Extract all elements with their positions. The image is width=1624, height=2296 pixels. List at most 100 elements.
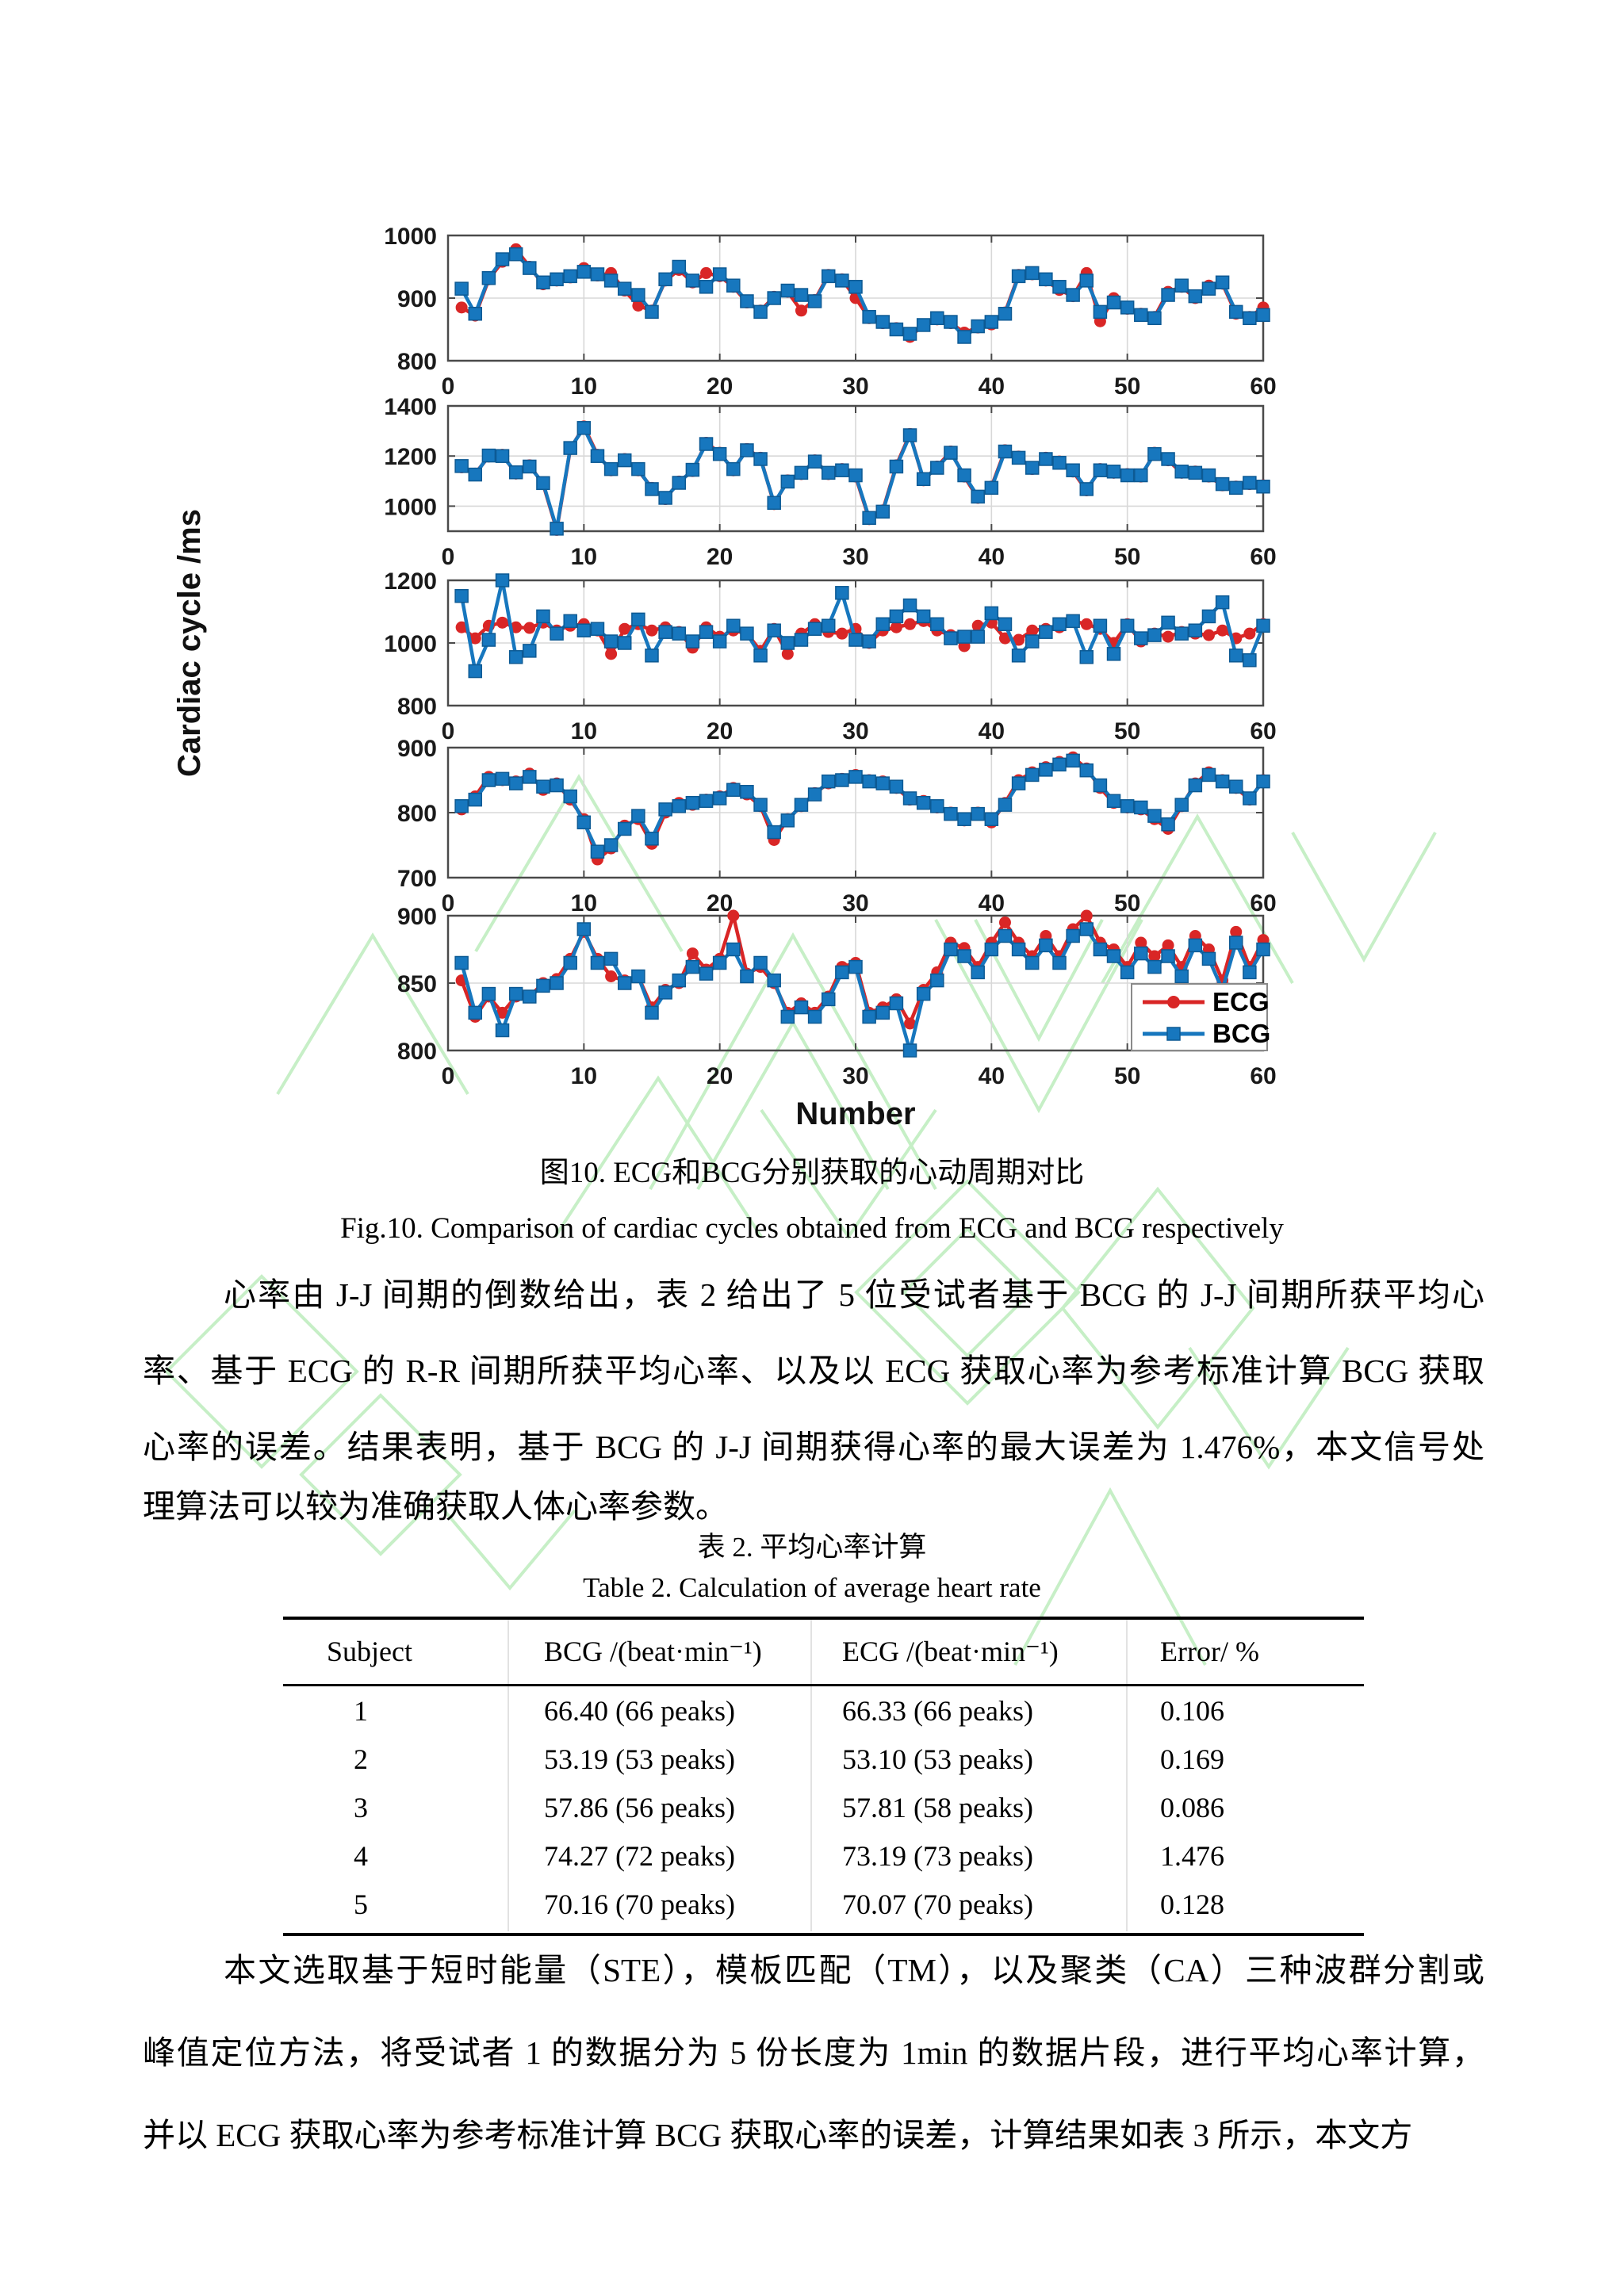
bcg-marker — [1228, 779, 1243, 794]
bcg-marker — [1228, 304, 1243, 320]
x-tick-label: 40 — [979, 890, 1005, 916]
bcg-marker — [536, 275, 550, 289]
bcg-marker — [862, 1009, 876, 1024]
table-cell: 73.19 (73 peaks) — [842, 1840, 1033, 1872]
bcg-marker — [508, 465, 523, 480]
bcg-marker — [930, 799, 944, 813]
table-column-divider — [508, 1620, 509, 1931]
bcg-marker — [780, 283, 795, 298]
bcg-marker — [1256, 942, 1270, 957]
x-tick-label: 30 — [842, 890, 868, 916]
paragraph1-line4: 理算法可以较为准确获取人体心率参数。 — [143, 1488, 728, 1525]
bcg-marker — [916, 318, 931, 332]
bcg-marker — [631, 461, 645, 476]
bcg-marker — [902, 1043, 917, 1058]
table-cell: 66.33 (66 peaks) — [842, 1695, 1033, 1727]
bcg-marker — [1228, 936, 1243, 950]
bcg-marker — [848, 633, 863, 647]
bcg-marker — [889, 459, 904, 474]
bcg-marker — [1243, 652, 1257, 668]
table-cell: 2 — [354, 1743, 368, 1775]
ecg-marker — [1243, 627, 1256, 640]
ecg-marker — [686, 947, 699, 960]
bcg-marker — [998, 928, 1013, 943]
bcg-marker — [536, 609, 550, 624]
bcg-marker — [536, 978, 550, 993]
bcg-marker — [821, 269, 836, 284]
x-tick-label: 20 — [707, 373, 733, 400]
paragraph2-line2: 峰值定位方法，将受试者 1 的数据分为 5 份长度为 1min 的数据片段，进行… — [143, 2034, 1484, 2071]
bcg-marker — [495, 1023, 510, 1038]
bcg-marker — [862, 309, 876, 324]
ecg-marker — [496, 1006, 509, 1019]
bcg-marker — [603, 634, 619, 649]
bcg-marker — [712, 634, 727, 649]
bcg-marker — [807, 1009, 822, 1024]
bcg-marker — [794, 465, 809, 480]
bcg-marker — [1174, 626, 1189, 641]
bcg-marker — [740, 969, 754, 984]
bcg-marker — [835, 965, 849, 980]
table-cell: 57.86 (56 peaks) — [544, 1792, 735, 1823]
ecg-marker — [469, 632, 481, 645]
y-tick-label: 1000 — [384, 494, 437, 520]
bcg-marker — [767, 291, 781, 305]
bcg-marker — [807, 787, 822, 802]
ecg-marker — [1216, 624, 1229, 637]
bcg-marker — [645, 832, 659, 846]
bcg-marker — [699, 966, 714, 981]
bcg-marker — [889, 779, 904, 794]
bcg-marker — [1025, 767, 1040, 783]
bcg-marker — [1243, 791, 1257, 806]
bcg-marker — [1025, 461, 1040, 475]
bcg-marker — [454, 459, 469, 473]
bcg-marker — [1039, 625, 1053, 639]
bcg-marker — [998, 307, 1013, 321]
bcg-marker — [672, 626, 687, 641]
bcg-marker — [1079, 482, 1094, 496]
bcg-marker — [1147, 446, 1162, 461]
y-tick-label: 1400 — [384, 394, 437, 420]
ecg-marker — [1135, 936, 1147, 949]
table-caption-cn: 表 2. 平均心率计算 — [697, 1532, 927, 1563]
bcg-marker — [576, 421, 592, 435]
bcg-marker — [685, 462, 700, 477]
bcg-marker — [848, 280, 863, 294]
x-tick-label: 60 — [1250, 373, 1276, 400]
bcg-marker — [1011, 649, 1026, 663]
bcg-marker — [1039, 272, 1053, 287]
x-tick-label: 20 — [707, 718, 733, 744]
table-header-subject: Subject — [327, 1636, 412, 1667]
bcg-marker — [726, 618, 741, 633]
table-header-bcg: BCG /(beat·min⁻¹) — [544, 1636, 762, 1667]
bcg-marker — [617, 281, 632, 296]
bcg-marker — [1161, 817, 1175, 832]
bcg-marker — [1188, 778, 1203, 793]
bcg-marker — [699, 625, 714, 639]
bcg-marker — [617, 636, 632, 650]
bcg-marker — [780, 636, 795, 650]
bcg-marker — [794, 288, 809, 302]
bcg-marker — [807, 294, 822, 308]
bcg-marker — [767, 496, 781, 511]
bcg-marker — [1188, 938, 1203, 953]
bcg-marker — [1011, 942, 1026, 957]
x-tick-label: 10 — [571, 1063, 597, 1089]
bcg-marker — [1052, 617, 1067, 632]
bcg-marker — [862, 634, 876, 649]
bcg-marker — [1188, 623, 1203, 637]
bcg-marker — [753, 452, 768, 466]
table-cell: 1 — [354, 1695, 368, 1727]
bcg-marker — [645, 482, 659, 496]
bcg-marker — [1093, 618, 1108, 633]
bcg-marker — [902, 428, 917, 442]
bcg-marker — [971, 489, 985, 504]
bcg-marker — [1147, 628, 1162, 642]
bcg-marker — [1174, 278, 1189, 293]
bcg-marker — [672, 259, 687, 274]
bcg-marker — [740, 294, 754, 308]
bcg-marker — [1066, 288, 1080, 302]
bcg-marker — [658, 491, 672, 505]
bcg-marker — [1228, 480, 1243, 496]
